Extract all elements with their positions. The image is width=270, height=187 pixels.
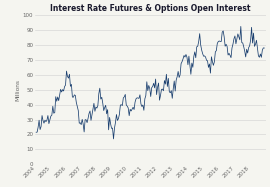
Title: Interest Rate Futures & Options Open Interest: Interest Rate Futures & Options Open Int… xyxy=(50,4,251,13)
Y-axis label: Millions: Millions xyxy=(15,79,20,101)
